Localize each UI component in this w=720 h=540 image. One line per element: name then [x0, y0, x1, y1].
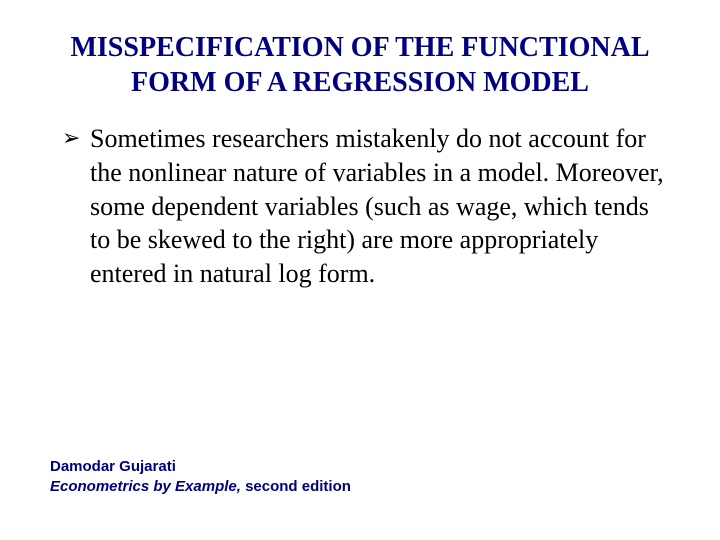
bullet-list: ➢ Sometimes researchers mistakenly do no… [50, 122, 670, 291]
slide-footer: Damodar Gujarati Econometrics by Example… [50, 457, 351, 496]
bullet-text: Sometimes researchers mistakenly do not … [90, 124, 664, 288]
footer-author: Damodar Gujarati [50, 457, 351, 477]
slide-title: MISSPECIFICATION OF THE FUNCTIONAL FORM … [50, 30, 670, 100]
bullet-item: ➢ Sometimes researchers mistakenly do no… [62, 122, 670, 291]
slide: MISSPECIFICATION OF THE FUNCTIONAL FORM … [0, 0, 720, 540]
footer-citation: Econometrics by Example, second edition [50, 477, 351, 497]
bullet-marker-icon: ➢ [62, 124, 80, 153]
footer-book: Econometrics by Example, [50, 478, 241, 495]
footer-edition: second edition [241, 478, 351, 495]
